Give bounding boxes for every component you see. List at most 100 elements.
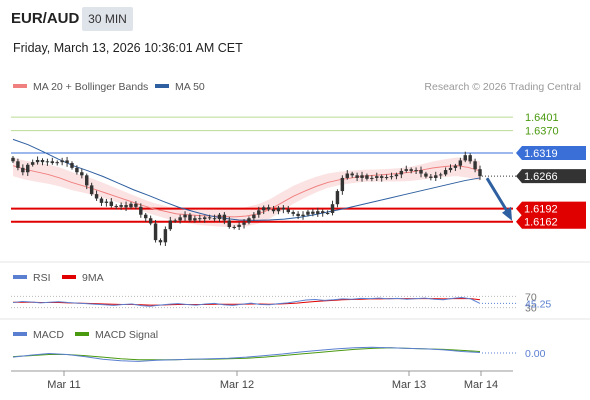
candle-body — [458, 160, 463, 166]
candle-body — [40, 159, 45, 163]
candle-body — [173, 220, 177, 222]
candle-body — [163, 229, 168, 243]
candle-body — [222, 214, 227, 221]
x-axis: Mar 11 Mar 12 Mar 13 Mar 14 — [11, 370, 513, 391]
x-tick-label: Mar 11 — [47, 379, 80, 391]
candle-body — [414, 170, 418, 172]
level-label-1.6162-bg — [516, 214, 586, 229]
candle-body — [168, 220, 173, 230]
bollinger-legend-label: MA 20 + Bollinger Bands — [33, 81, 148, 93]
bollinger-legend-swatch — [13, 84, 27, 88]
candle-body — [85, 175, 89, 186]
forecast-arrow-shaft — [485, 177, 510, 214]
candle-body — [340, 177, 345, 192]
x-tick-label: Mar 14 — [464, 379, 498, 391]
candle-body — [30, 162, 35, 165]
main-legend: MA 20 + Bollinger Bands MA 50 Research ©… — [13, 81, 581, 93]
candle-body — [207, 217, 212, 219]
candle-body — [80, 172, 84, 176]
candle-body — [330, 204, 335, 213]
candle-body — [50, 161, 55, 164]
candle-body — [212, 218, 217, 220]
rsi-ma-legend-swatch — [62, 275, 76, 279]
candle-body — [261, 207, 266, 211]
candle-body — [266, 207, 271, 210]
current-price-label-bg — [516, 169, 586, 184]
candle-body — [26, 164, 30, 173]
candle-body — [370, 177, 374, 179]
macd-polyline — [12, 346, 481, 362]
candle-body — [438, 174, 443, 176]
candle-body — [345, 173, 349, 178]
rsi-current-label: 45.25 — [525, 298, 551, 310]
chart-header: EUR/AUD 30 MIN Friday, March 13, 2026 10… — [0, 0, 590, 64]
candle-body — [202, 217, 207, 220]
candle-body — [94, 194, 99, 199]
macd-signal-polyline — [12, 347, 481, 361]
candle-body — [252, 214, 256, 219]
ma50-legend-swatch — [155, 84, 169, 88]
macd-legend: MACD MACD Signal — [13, 329, 158, 341]
rsi-legend: RSI 9MA — [13, 272, 104, 284]
level-label-1.6162: 1.6162 — [524, 217, 558, 229]
candle-body — [478, 169, 482, 177]
rsi-legend-swatch — [13, 275, 27, 279]
forecast-arrow-head — [502, 206, 512, 221]
candle-body — [104, 201, 109, 203]
candle-body — [291, 212, 295, 214]
candle-body — [35, 159, 40, 163]
macd-legend-label: MACD — [33, 329, 64, 341]
candle-body — [11, 157, 15, 162]
timeframe-badge[interactable]: 30 MIN — [82, 7, 133, 31]
x-tick-label: Mar 13 — [392, 379, 426, 391]
candle-body — [448, 167, 453, 171]
candle-body — [16, 161, 20, 168]
copyright-text: Research © 2026 Trading Central — [424, 81, 581, 93]
rsi-polyline — [12, 297, 481, 307]
candle-body — [232, 226, 236, 228]
bollinger-band — [13, 157, 480, 228]
level-label-1.6319: 1.6319 — [524, 148, 558, 160]
candle-body — [148, 218, 153, 224]
candle-body — [89, 185, 94, 195]
candle-body — [75, 167, 79, 173]
candle-body — [360, 175, 364, 178]
level-label-1.6370: 1.6370 — [525, 126, 559, 138]
bollinger-band-area — [13, 157, 480, 228]
candle-body — [139, 206, 143, 215]
candle-body — [217, 214, 222, 220]
level-label-1.6192-bg — [516, 201, 586, 216]
candle-body — [394, 174, 399, 177]
rsi-level-label-30: 30 — [525, 303, 537, 315]
candle-body — [316, 211, 320, 214]
candle-body — [271, 209, 276, 212]
current-price-label: 1.6266 — [524, 171, 558, 183]
macd-panel: 0.00 — [12, 346, 546, 362]
candle-body — [325, 212, 330, 214]
candle-body — [60, 160, 64, 163]
candle-body — [158, 240, 163, 243]
candle-body — [399, 170, 404, 175]
candle-body — [424, 173, 428, 177]
candle-body — [45, 161, 50, 163]
candle-body — [419, 170, 423, 174]
macd-current-label: 0.00 — [525, 348, 546, 360]
candle-body — [188, 214, 192, 221]
macd-signal-legend-swatch — [75, 332, 89, 336]
ma50-legend-label: MA 50 — [175, 81, 205, 93]
candle-body — [70, 163, 74, 168]
ma50-polyline — [12, 138, 481, 221]
x-tick-label: Mar 12 — [220, 379, 254, 391]
candle-body — [193, 218, 197, 221]
candle-body — [55, 162, 59, 164]
candle-body — [306, 211, 310, 215]
candle-body — [124, 205, 128, 208]
candle-body — [247, 218, 251, 223]
level-label-1.6319-bg — [516, 145, 586, 160]
candle-body — [409, 169, 413, 171]
candle-body — [389, 176, 394, 178]
candle-body — [237, 224, 241, 227]
candle-body — [296, 213, 300, 217]
candle-body — [286, 209, 291, 213]
